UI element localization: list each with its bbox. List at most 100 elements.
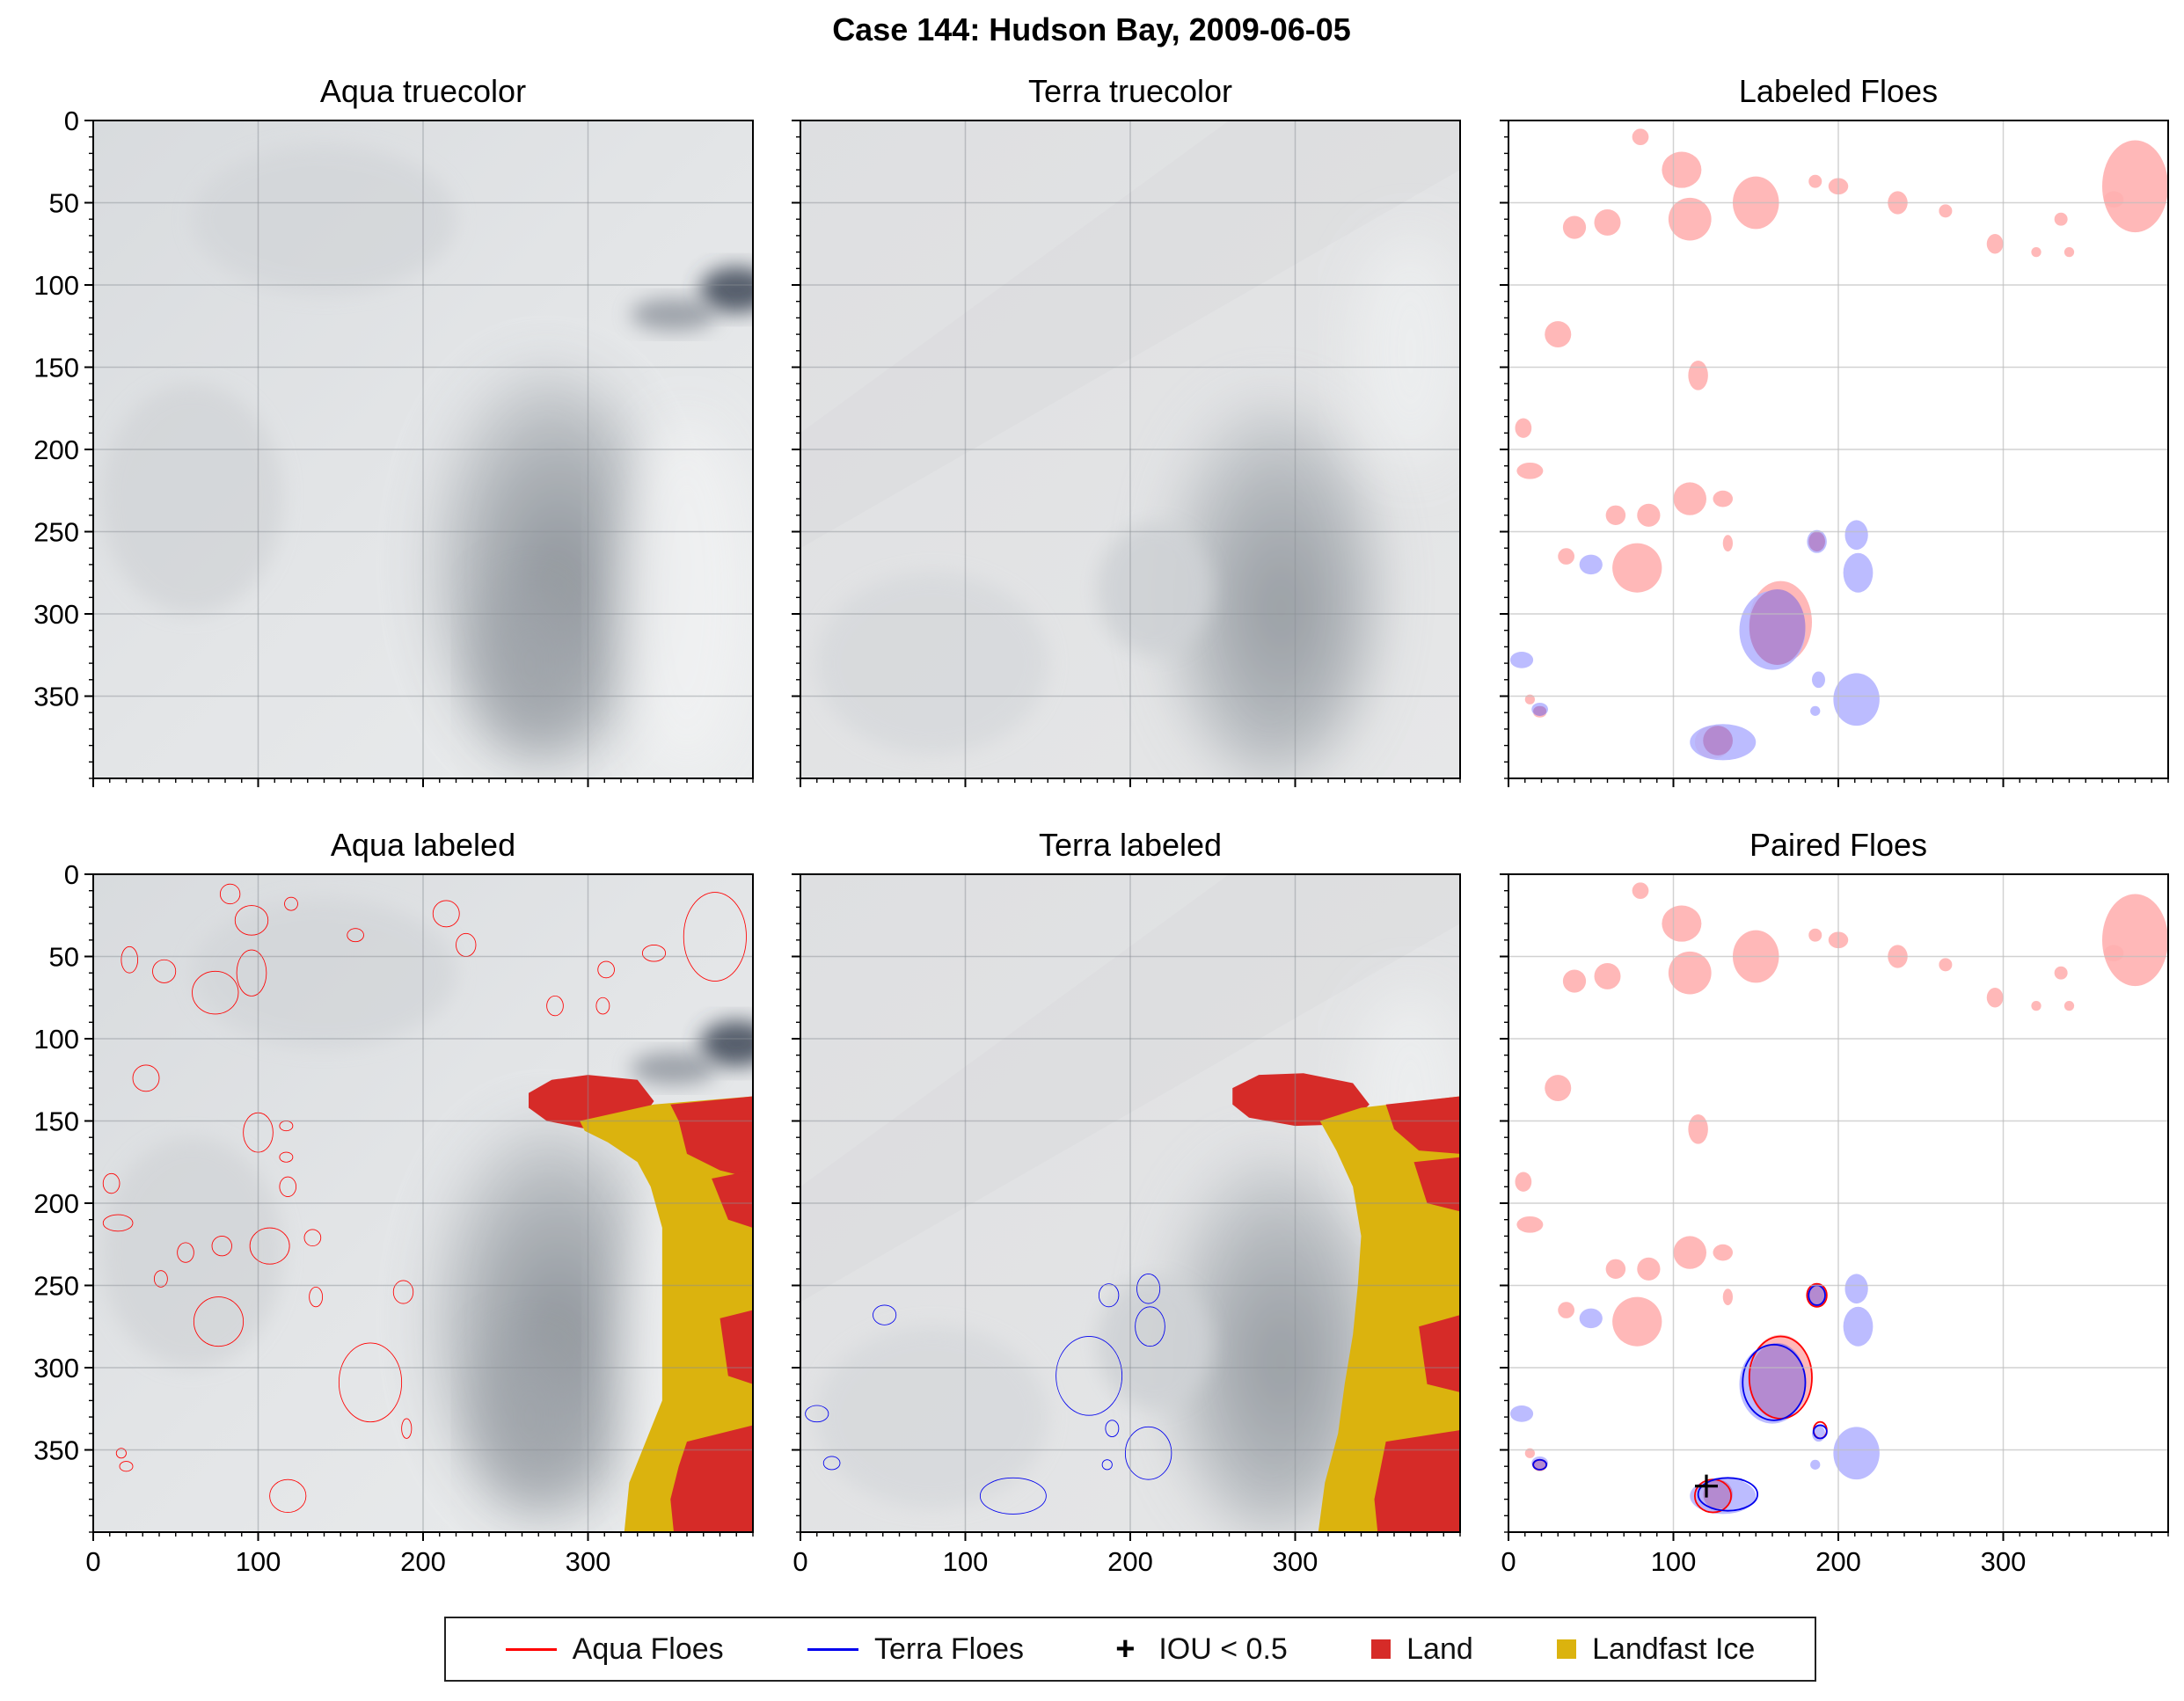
y-tick-label: 300: [33, 599, 79, 630]
terra-floe-outline: [1102, 1460, 1112, 1470]
x-tick-label: 200: [400, 1546, 446, 1577]
aqua-floe-outline: [596, 997, 610, 1014]
y-tick-label: 100: [33, 270, 79, 301]
aqua-floe-outline: [683, 893, 746, 982]
aqua-floe-fill: [1688, 1114, 1708, 1144]
terra-floe-fill: [1833, 673, 1880, 726]
y-tick-label: 0: [64, 106, 79, 136]
legend-line-swatch: [807, 1647, 858, 1651]
aqua-floe-outline: [103, 1215, 133, 1231]
aqua-floe-outline: [347, 929, 364, 942]
aqua-floe-outline: [250, 1228, 289, 1264]
terra-floe-fill: [1509, 1405, 1534, 1422]
x-tick-label: 0: [1501, 1546, 1516, 1577]
overlap-floe: [1749, 588, 1806, 665]
overlap-floe: [1808, 531, 1825, 551]
aqua-floe-outline: [598, 961, 615, 978]
panel-title: Paired Floes: [1749, 827, 1927, 863]
aqua-floe-outline: [457, 933, 477, 956]
aqua-floe-outline: [133, 1065, 159, 1091]
iou-marker: [1695, 1474, 1718, 1498]
aqua-floe-fill: [1524, 694, 1535, 704]
aqua-floe-outline: [339, 1343, 401, 1422]
aqua-floe-fill: [1986, 234, 2004, 254]
legend-square-swatch: [1371, 1639, 1391, 1659]
terra-floe-fill: [1812, 671, 1825, 689]
aqua-floe-outline: [433, 901, 459, 927]
aqua-floe-fill: [1605, 1259, 1626, 1280]
aqua-floe-outline: [235, 906, 268, 936]
aqua-floe-fill: [2102, 140, 2168, 233]
aqua-floe-fill: [2031, 1000, 2042, 1011]
x-tick-label: 200: [1107, 1546, 1153, 1577]
x-tick-label: 0: [793, 1546, 807, 1577]
legend-square-swatch: [1557, 1639, 1577, 1659]
aqua-floe-fill: [1516, 462, 1544, 479]
figure-title: Case 144: Hudson Bay, 2009-06-05: [832, 11, 1351, 47]
aqua-floe-fill: [1632, 128, 1649, 146]
aqua-floe-fill: [1662, 905, 1702, 942]
terra-floe-outline: [980, 1478, 1046, 1514]
aqua-floe-fill: [2102, 894, 2168, 987]
x-tick-label: 300: [1273, 1546, 1318, 1577]
x-tick-label: 300: [566, 1546, 611, 1577]
aqua-floe-fill: [1558, 548, 1574, 565]
panel-title: Aqua truecolor: [320, 73, 526, 109]
aqua-floe-fill: [1562, 969, 1587, 993]
terra-floe-outline: [823, 1456, 840, 1470]
aqua-floe-outline: [304, 1230, 321, 1246]
terra-floe-fill: [1579, 554, 1603, 575]
aqua-floe-outline: [270, 1479, 306, 1512]
legend-label: IOU < 0.5: [1158, 1632, 1288, 1666]
y-tick-label: 150: [33, 353, 79, 383]
aqua-floe-fill: [1713, 490, 1733, 507]
x-tick-label: 200: [1815, 1546, 1861, 1577]
legend-item: Aqua Floes: [505, 1632, 724, 1667]
aqua-floe-fill: [1673, 1236, 1706, 1269]
aqua-floe-outline: [285, 897, 298, 910]
y-tick-label: 350: [33, 1435, 79, 1466]
legend-item: + IOU < 0.5: [1107, 1632, 1288, 1667]
aqua-floe-outline: [310, 1287, 323, 1306]
aqua-floe-fill: [1605, 505, 1626, 526]
aqua-floe-outline: [280, 1152, 293, 1162]
paired-terra-outline: [1742, 1345, 1805, 1420]
aqua-floe-outline: [154, 1271, 167, 1288]
panel-labeled-floes: Labeled Floes: [1500, 73, 2169, 787]
panel-title: Terra truecolor: [1028, 73, 1232, 109]
aqua-floe-fill: [1722, 535, 1733, 551]
aqua-floe-fill: [2054, 212, 2068, 226]
terra-floe-outline: [1136, 1307, 1165, 1347]
aqua-floe-fill: [1558, 1302, 1574, 1318]
x-tick-label: 100: [943, 1546, 989, 1577]
legend-label: Landfast Ice: [1592, 1632, 1756, 1666]
aqua-floe-outline: [220, 884, 240, 903]
overlap-floe: [1533, 705, 1547, 716]
x-tick-label: 300: [1981, 1546, 2027, 1577]
aqua-floe-fill: [1668, 197, 1712, 241]
paired-terra-outline: [1533, 1460, 1546, 1470]
aqua-floe-outline: [244, 1113, 274, 1152]
y-tick-label: 50: [49, 942, 79, 973]
y-tick-label: 300: [33, 1353, 79, 1383]
aqua-floe-outline: [153, 960, 176, 982]
legend-label: Terra Floes: [873, 1632, 1025, 1666]
aqua-floe-outline: [103, 1173, 120, 1193]
aqua-floe-outline: [402, 1419, 412, 1438]
aqua-floe-fill: [2031, 246, 2042, 258]
aqua-floe-fill: [1515, 1172, 1532, 1192]
terra-floe-outline: [1106, 1420, 1119, 1437]
aqua-floe-fill: [1632, 882, 1649, 900]
terra-floe-fill: [1579, 1308, 1603, 1329]
aqua-floe-outline: [642, 945, 665, 961]
panel-image: [800, 874, 1460, 1532]
aqua-floe-fill: [1637, 503, 1661, 527]
aqua-floe-fill: [1594, 962, 1621, 989]
aqua-floe-outline: [193, 971, 239, 1014]
y-tick-label: 200: [33, 1188, 79, 1219]
terra-floe-fill: [1810, 705, 1821, 716]
x-tick-label: 100: [236, 1546, 281, 1577]
paired-terra-outline: [1698, 1478, 1758, 1510]
terra-floe-fill: [1843, 1306, 1874, 1347]
